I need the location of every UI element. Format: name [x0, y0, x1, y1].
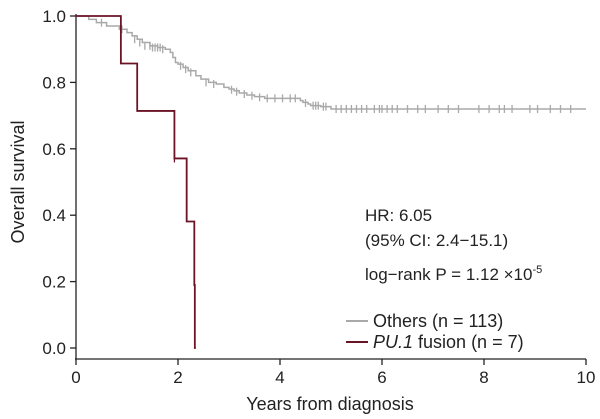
y-tick-label: 0.0: [42, 339, 66, 358]
x-tick-label: 0: [71, 368, 80, 387]
y-axis-title: Overall survival: [8, 120, 28, 243]
y-tick-label: 0.6: [42, 140, 66, 159]
x-tick-label: 8: [479, 368, 488, 387]
x-tick-label: 2: [173, 368, 182, 387]
legend-pu1-count: fusion (n = 7): [413, 332, 524, 352]
survival-curves: [76, 15, 586, 349]
curve-others: [76, 15, 586, 110]
x-tick-label: 6: [377, 368, 386, 387]
x-axis-title: Years from diagnosis: [246, 394, 413, 414]
y-tick-label: 1.0: [42, 7, 66, 26]
annotations: HR: 6.05 (95% CI: 2.4−15.1) log−rank P =…: [365, 206, 542, 284]
logrank-p-value: log−rank P = 1.12 ×10: [365, 265, 532, 284]
x-tick-label: 10: [577, 368, 596, 387]
y-tick-label: 0.8: [42, 73, 66, 92]
logrank-exponent: -5: [532, 264, 542, 276]
legend-others-count: (n = 113): [427, 311, 503, 331]
logrank-p-text: log−rank P = 1.12 ×10-5: [365, 264, 542, 284]
curve-pu1-fusion: [76, 15, 196, 349]
legend-pu1-gene: PU.1: [373, 332, 413, 352]
y-tick-label: 0.2: [42, 273, 66, 292]
legend-label-others: Others (n = 113): [373, 311, 503, 331]
y-tick-label: 0.4: [42, 206, 66, 225]
axes: 0.0 0.2 0.4 0.6 0.8 1.0 0 2 4 6 8 10: [42, 7, 595, 387]
legend-others-name: Others: [373, 311, 427, 331]
legend-label-pu1-fusion: PU.1 fusion (n = 7): [373, 332, 524, 352]
legend: Others (n = 113) PU.1 fusion (n = 7): [346, 311, 524, 352]
x-tick-label: 4: [275, 368, 284, 387]
confidence-interval-text: (95% CI: 2.4−15.1): [365, 231, 508, 250]
hazard-ratio-text: HR: 6.05: [365, 206, 432, 225]
